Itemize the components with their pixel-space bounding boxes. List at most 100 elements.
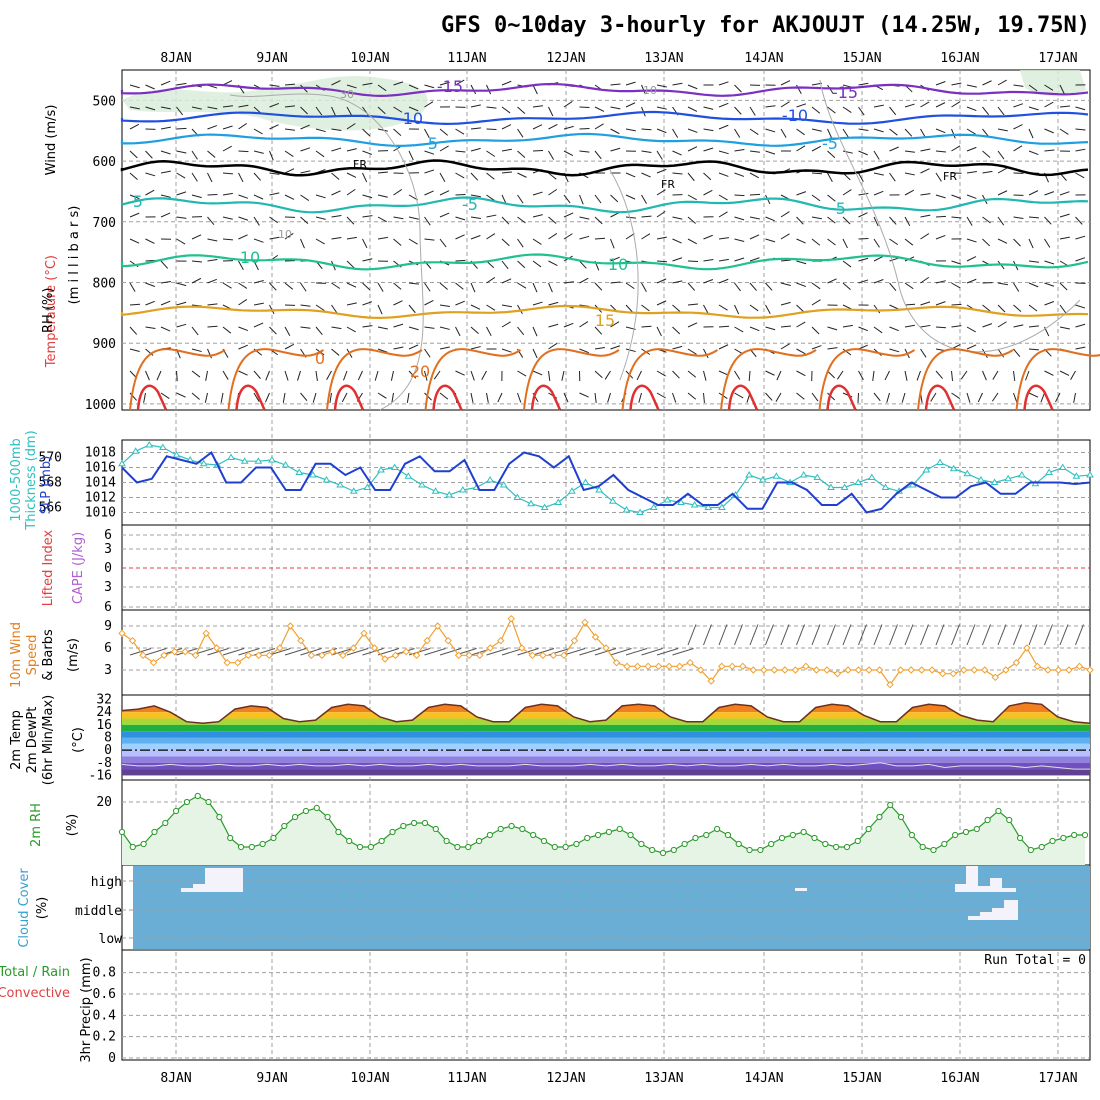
wind-barb xyxy=(672,238,682,244)
wind-speed-line-point xyxy=(265,651,274,660)
wind-barb xyxy=(579,348,589,354)
wind-tick-label: 6 xyxy=(104,641,112,656)
wind-speed-line-point xyxy=(1044,666,1052,674)
rh-point xyxy=(248,843,255,851)
wind-speed-line-point xyxy=(875,666,884,674)
wind-barb xyxy=(532,149,544,152)
wind-barb xyxy=(424,370,428,381)
wind-barb xyxy=(966,392,971,403)
wind-barb xyxy=(1044,191,1055,196)
rh-point xyxy=(216,813,223,821)
temp-band xyxy=(122,750,1090,757)
thickness-line-point xyxy=(554,498,563,505)
wind-barb xyxy=(331,282,341,289)
wind-barb xyxy=(672,216,683,220)
thickness-line-point xyxy=(568,487,576,494)
rh-point xyxy=(540,837,548,845)
wind-barb xyxy=(703,128,714,132)
wind-barb xyxy=(346,148,357,152)
wind-barb xyxy=(703,279,714,284)
rh-point xyxy=(800,828,807,836)
wind-barb xyxy=(253,392,260,402)
wind-barb xyxy=(501,648,524,656)
wind-barb xyxy=(625,216,636,219)
rh-point xyxy=(508,822,515,830)
wind-barb xyxy=(300,238,305,249)
wind-barb xyxy=(641,282,647,292)
wind-speed-line-point xyxy=(518,644,526,652)
wind-barb xyxy=(455,234,465,240)
wind-barb xyxy=(501,148,512,152)
wind-barb xyxy=(408,150,414,161)
wind-barb xyxy=(1075,346,1086,350)
wind-barb xyxy=(982,80,992,86)
temp-label-1: 2m Temp xyxy=(9,710,24,770)
wind-barb xyxy=(656,278,667,284)
wind-barb xyxy=(424,299,434,306)
rh-point xyxy=(1060,834,1067,842)
wind-barb xyxy=(393,323,404,328)
date-label-top: 11JAN xyxy=(447,51,486,66)
upper-label-mb: (m i l l i b a r s) xyxy=(67,206,82,305)
wind-barb xyxy=(222,172,234,175)
wind-barb xyxy=(300,124,310,130)
wind-barb xyxy=(827,172,833,182)
panel-frame-upper xyxy=(121,69,1091,411)
wind-barb xyxy=(377,392,387,399)
wind-barb xyxy=(889,172,896,182)
wind-barb xyxy=(780,301,791,306)
wind-barb xyxy=(734,257,745,262)
wind-barb xyxy=(269,282,277,291)
wind-barb xyxy=(408,282,419,285)
wind-barb xyxy=(455,216,466,221)
wind-barb xyxy=(904,128,913,137)
wind-barb xyxy=(687,370,697,378)
isotherm-20 xyxy=(720,348,817,411)
temp-band xyxy=(122,769,1090,776)
wind-barb xyxy=(579,194,584,205)
wind-barb xyxy=(300,170,311,174)
thickness-line-point xyxy=(622,506,631,513)
wind-barb xyxy=(703,172,712,181)
pressure-tick-label: 600 xyxy=(93,155,116,170)
wind-barb xyxy=(191,392,200,400)
wind-label-2: Speed xyxy=(25,635,40,676)
wind-barb xyxy=(393,346,404,350)
wind-barb xyxy=(765,282,773,291)
wind-barb xyxy=(129,106,140,110)
wind-barb xyxy=(517,304,523,314)
rh-point xyxy=(313,804,320,812)
wind-barb xyxy=(253,150,264,154)
wind-barb xyxy=(935,301,946,306)
wind-barb xyxy=(1075,216,1083,225)
rh-point xyxy=(346,837,353,845)
wind-barb xyxy=(1013,103,1024,108)
wind-barb xyxy=(563,150,574,157)
wind-barb xyxy=(470,392,474,403)
wind-barb xyxy=(501,124,512,130)
wind-barb xyxy=(796,370,806,377)
precip-tick-label: 0.8 xyxy=(93,966,116,981)
wind-barb xyxy=(780,211,790,218)
temp-tick-label: 32 xyxy=(96,693,112,708)
wind-barb xyxy=(145,282,156,287)
wind-barb xyxy=(222,370,229,380)
wind-barb xyxy=(1075,106,1086,111)
rh-point xyxy=(400,822,407,830)
wind-barb xyxy=(222,145,232,152)
wind-barb xyxy=(982,304,991,312)
isotherm-30 xyxy=(629,384,660,411)
wind-barb xyxy=(765,150,776,155)
precip-tick-label: 0 xyxy=(108,1051,116,1066)
wind-barb xyxy=(346,648,369,656)
rh-point xyxy=(443,837,450,845)
wind-barb xyxy=(718,237,729,240)
wind-barb xyxy=(486,150,496,157)
wind-barb xyxy=(672,172,683,175)
thickness-line-point xyxy=(131,447,140,454)
thickness-line-point xyxy=(458,486,467,493)
wind-barb xyxy=(827,624,836,646)
wind-speed-line-point xyxy=(234,658,242,667)
wind-barb xyxy=(625,128,636,132)
wind-barb xyxy=(341,392,348,403)
